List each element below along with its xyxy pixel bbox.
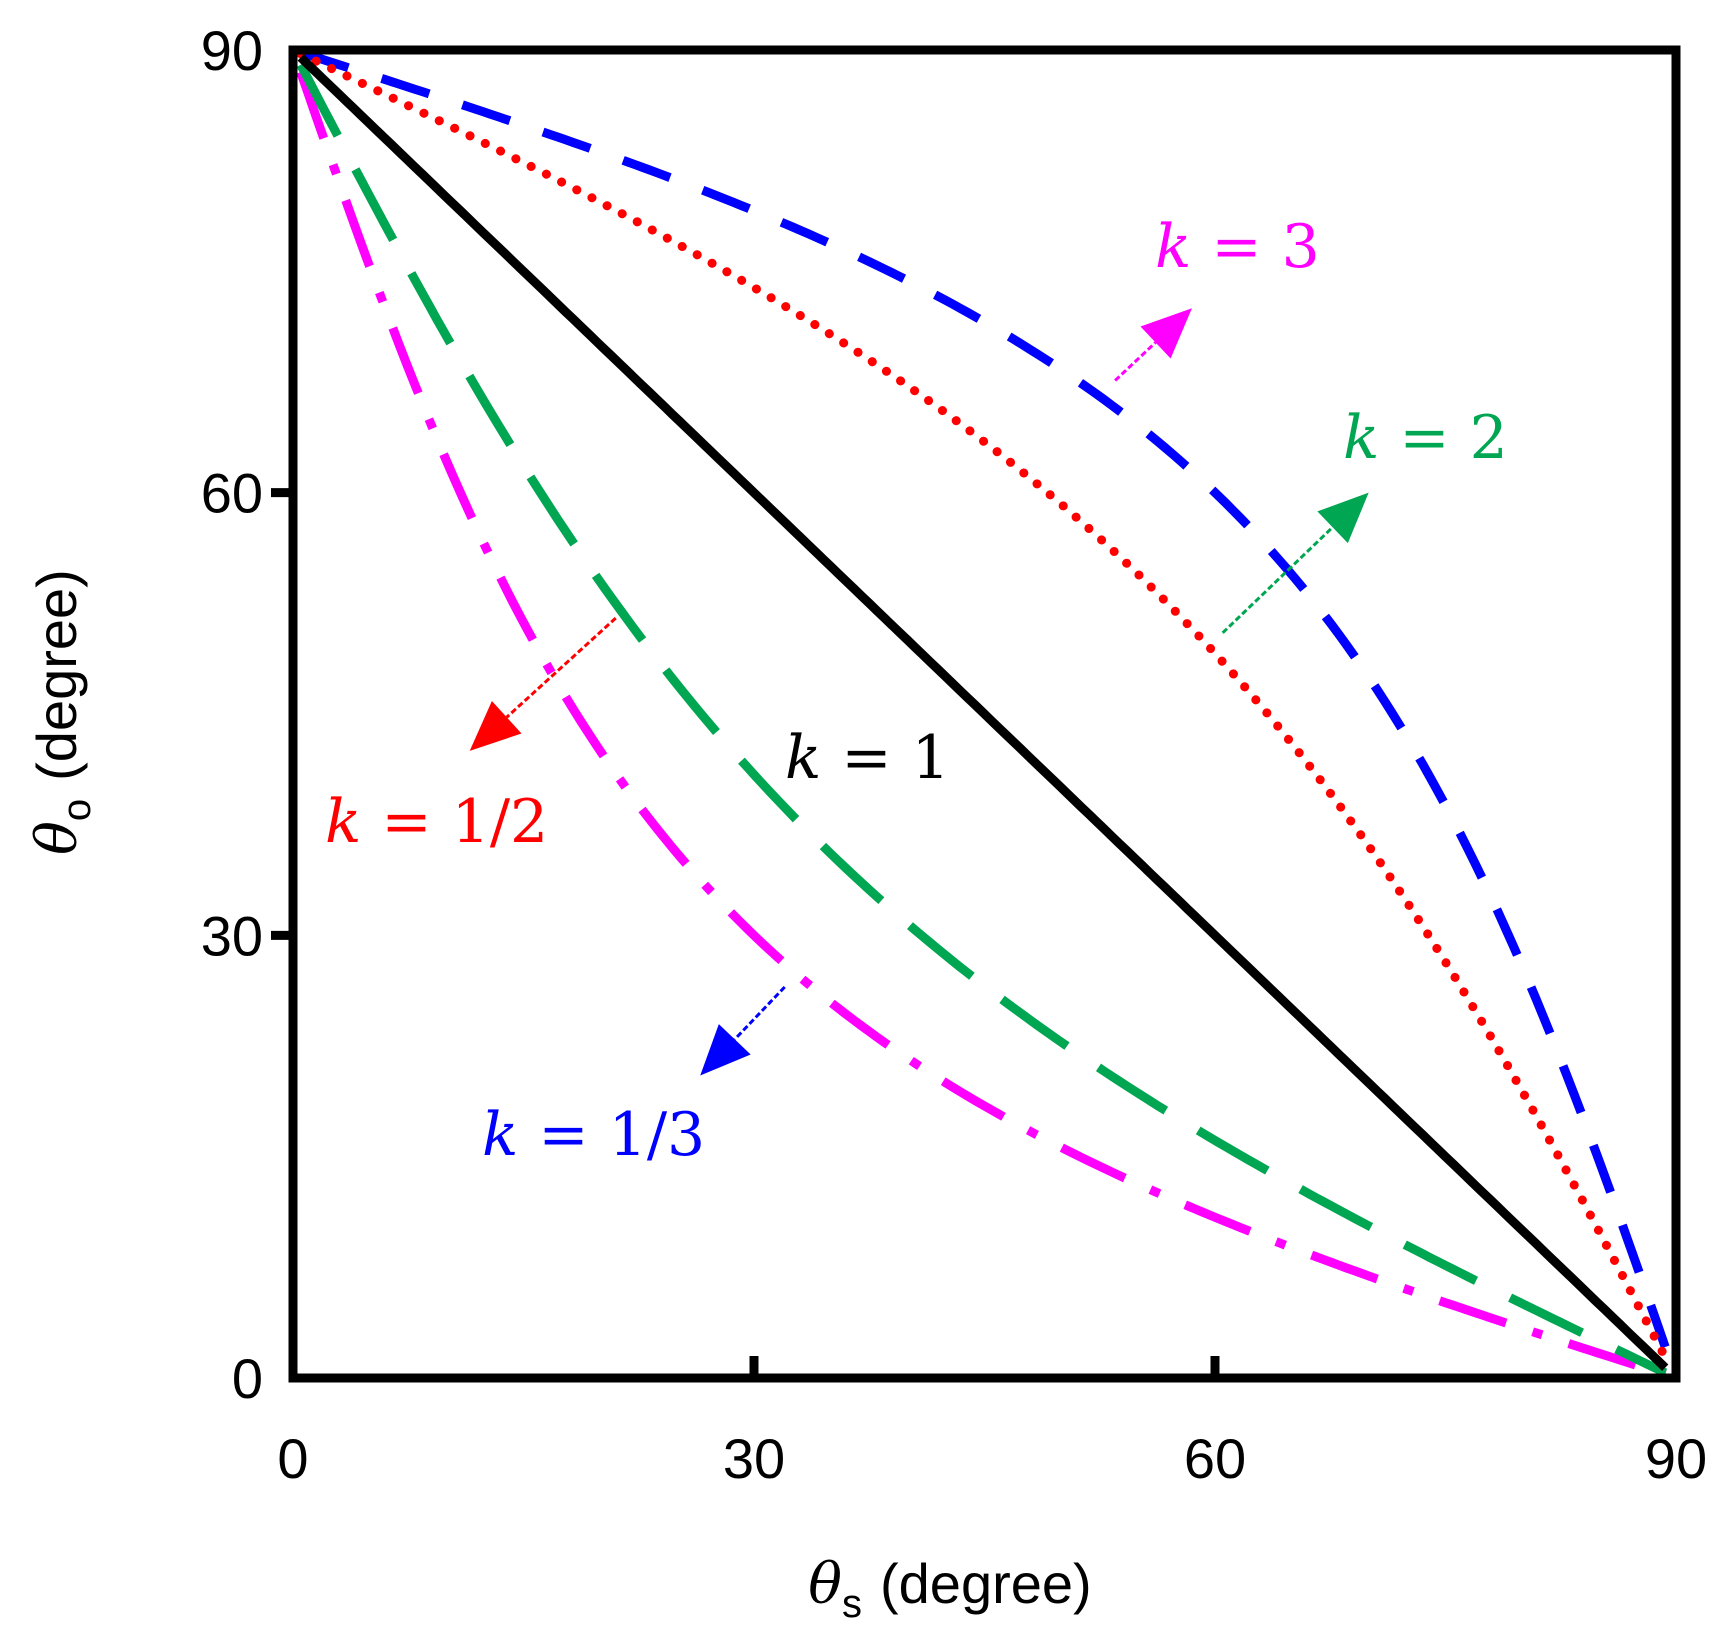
arrow-head-khalf [469,700,522,751]
annotation-k1-op: = [841,723,891,793]
plot-frame [288,45,1681,1383]
x-tick-label-60: 60 [1184,1427,1246,1490]
annotation-k2-op: = [1399,403,1449,473]
x-axis-unit: (degree) [880,1552,1092,1615]
annotation-k1-value: 1 [912,723,950,793]
annotation-kthird-symbol: k [482,1100,518,1170]
annotation-kthird-value: 1/3 [609,1100,706,1170]
series-layer [296,48,1670,1379]
y-axis-subscript: o [55,799,99,821]
y-tick-label-0: 0 [232,1347,263,1410]
arrow-head-kthird [700,1024,751,1076]
annotation-kthird: k = 1/3 [482,1100,705,1170]
series-line-k-1 [297,54,1669,1371]
annotation-k3-op: = [1211,212,1261,282]
x-axis-symbol: θ [808,1552,842,1617]
annotation-k1-symbol: k [785,723,821,793]
annotation-khalf-op: = [381,787,431,857]
series-line-k-3 [296,70,1667,1379]
arrow-line-khalf [505,616,617,719]
annotation-k2: k = 2 [1343,403,1508,473]
x-tick-label-90: 90 [1645,1427,1707,1490]
arrow-head-k2 [1317,492,1369,544]
annotation-k3-symbol: k [1155,212,1191,282]
annotation-khalf-symbol: k [325,787,361,857]
annotation-k3: k = 3 [1155,212,1320,282]
y-tick-label-90: 90 [201,19,263,82]
arrow-line-k2 [1221,526,1334,634]
series-line-k-1-2 [296,49,1670,1362]
annotation-k2-value: 2 [1470,403,1508,473]
arrow-line-kthird [733,985,786,1041]
annotation-khalf-value: 1/2 [452,787,549,857]
y-tick-label-60: 60 [201,462,263,525]
y-axis-unit: (degree) [25,569,88,781]
annotation-kthird-op: = [538,1100,588,1170]
tick-layer: 0 30 60 90 0 30 60 90 [201,19,1707,1490]
arrow-layer [469,308,1369,1076]
x-tick-label-0: 0 [277,1427,308,1490]
x-tick-label-30: 30 [723,1427,785,1490]
annotation-k2-symbol: k [1343,403,1379,473]
series-line-k-1-3 [299,48,1670,1349]
x-axis-subscript: s [842,1582,862,1626]
annotation-k3-value: 3 [1282,212,1320,282]
annotation-khalf: k = 1/2 [325,787,548,857]
x-axis-label: θs (degree) [808,1552,1091,1626]
y-tick-label-30: 30 [201,904,263,967]
series-line-k-2 [296,62,1668,1377]
arrow-line-k3 [1114,341,1157,382]
arrow-head-k3 [1140,308,1192,359]
annotation-k1: k = 1 [785,723,950,793]
y-axis-symbol: θ [25,821,90,855]
y-axis-label: θo (degree) [25,569,99,855]
